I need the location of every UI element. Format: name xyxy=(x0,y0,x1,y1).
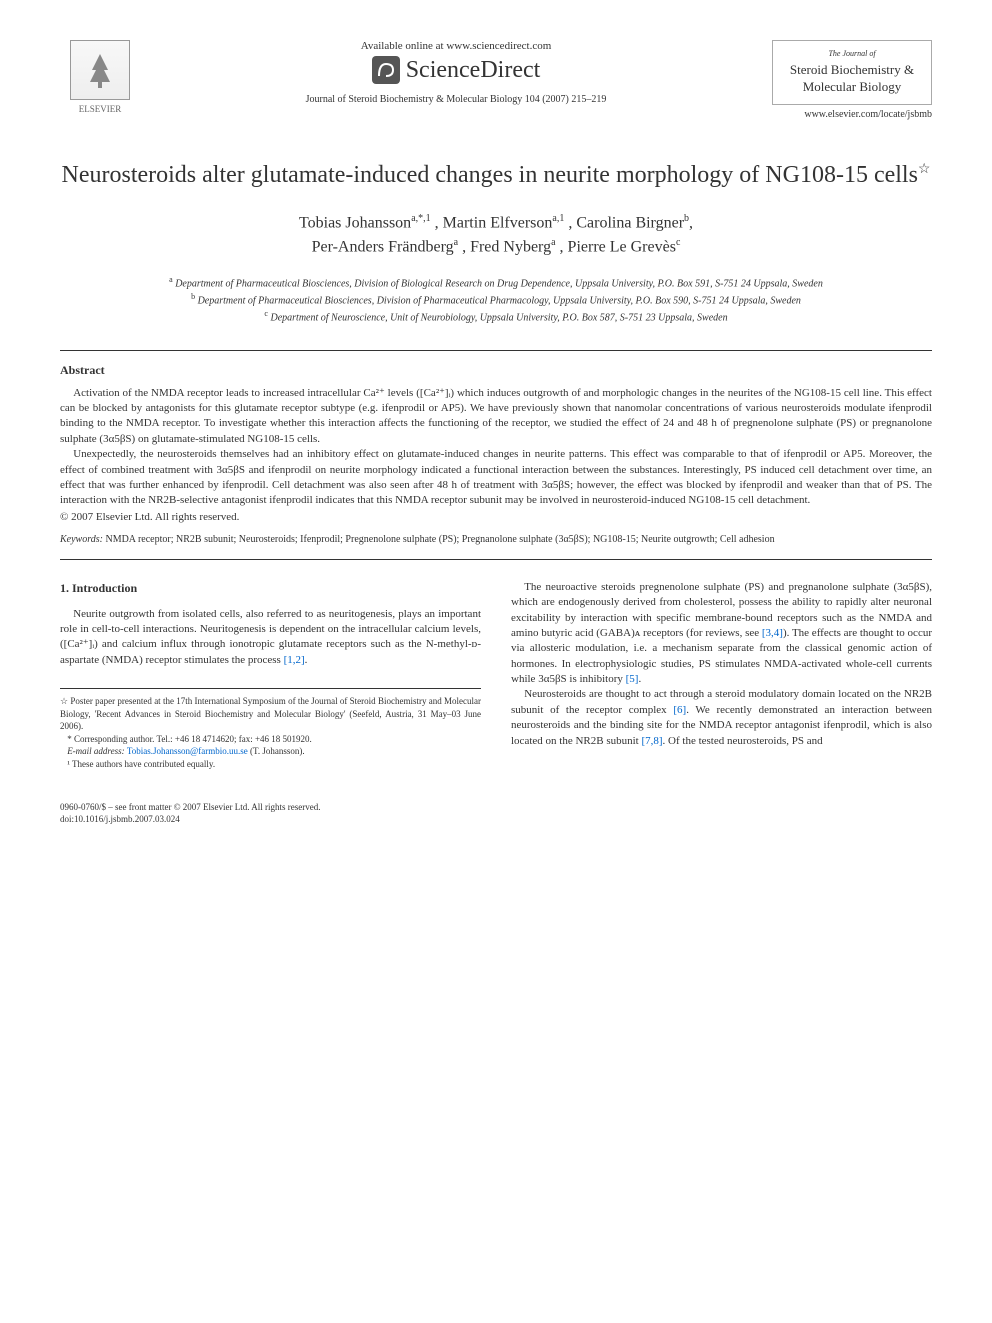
affil-b: Department of Pharmaceutical Biosciences… xyxy=(198,295,801,306)
footer-meta: 0960-0760/$ – see front matter © 2007 El… xyxy=(60,801,932,826)
journal-citation: Journal of Steroid Biochemistry & Molecu… xyxy=(160,94,752,105)
doi: doi:10.1016/j.jsbmb.2007.03.024 xyxy=(60,813,932,826)
page-header: ELSEVIER Available online at www.science… xyxy=(60,40,932,120)
author-list: Tobias Johanssona,*,1 , Martin Elfverson… xyxy=(60,211,932,260)
footnote-equal-contrib: ¹ These authors have contributed equally… xyxy=(60,758,481,771)
col1-p1: Neurite outgrowth from isolated cells, a… xyxy=(60,607,481,669)
footnote-corresponding: * Corresponding author. Tel.: +46 18 471… xyxy=(60,733,481,746)
col2-p2-end: . Of the tested neurosteroids, PS and xyxy=(663,735,823,747)
column-left: 1. Introduction Neurite outgrowth from i… xyxy=(60,580,481,771)
author-1: Tobias Johansson xyxy=(299,214,411,231)
col2-p1: The neuroactive steroids pregnenolone su… xyxy=(511,580,932,688)
article-title: Neurosteroids alter glutamate-induced ch… xyxy=(60,160,932,191)
title-text: Neurosteroids alter glutamate-induced ch… xyxy=(62,162,918,188)
available-online-text: Available online at www.sciencedirect.co… xyxy=(160,40,752,52)
journal-cover: The Journal of Steroid Biochemistry & Mo… xyxy=(772,40,932,105)
abstract-heading: Abstract xyxy=(60,363,932,378)
sciencedirect-icon xyxy=(372,56,400,84)
footnote-email: E-mail address: Tobias.Johansson@farmbio… xyxy=(60,745,481,758)
column-right: The neuroactive steroids pregnenolone su… xyxy=(511,580,932,771)
ref-link-5[interactable]: [5] xyxy=(626,673,639,685)
ref-link-7-8[interactable]: [7,8] xyxy=(641,735,662,747)
col1-p1-end: . xyxy=(305,654,308,666)
author-5-sup: a xyxy=(551,237,555,248)
abstract-p2: Unexpectedly, the neurosteroids themselv… xyxy=(60,447,932,509)
section-1-heading: 1. Introduction xyxy=(60,580,481,597)
publisher-logo: ELSEVIER xyxy=(60,40,140,114)
affil-a: Department of Pharmaceutical Biosciences… xyxy=(175,278,823,289)
keywords: Keywords: NMDA receptor; NR2B subunit; N… xyxy=(60,533,932,547)
author-4-sup: a xyxy=(454,237,458,248)
author-1-sup: a,*,1 xyxy=(411,213,430,224)
affil-c: Department of Neuroscience, Unit of Neur… xyxy=(270,313,727,324)
affiliations: a Department of Pharmaceutical Bioscienc… xyxy=(60,274,932,326)
ref-link-3-4[interactable]: [3,4] xyxy=(762,627,783,639)
footnotes: ☆ Poster paper presented at the 17th Int… xyxy=(60,688,481,771)
author-5: , Fred Nyberg xyxy=(462,239,551,256)
keywords-label: Keywords: xyxy=(60,534,103,545)
email-label: E-mail address: xyxy=(67,746,127,756)
col2-p1-end: . xyxy=(638,673,641,685)
author-6: , Pierre Le Grevès xyxy=(560,239,676,256)
email-link[interactable]: Tobias.Johansson@farmbio.uu.se xyxy=(127,746,248,756)
front-matter: 0960-0760/$ – see front matter © 2007 El… xyxy=(60,801,932,814)
abstract-p1: Activation of the NMDA receptor leads to… xyxy=(60,386,932,448)
sciencedirect-brand: ScienceDirect xyxy=(160,56,752,84)
body-columns: 1. Introduction Neurite outgrowth from i… xyxy=(60,580,932,771)
header-center: Available online at www.sciencedirect.co… xyxy=(140,40,772,105)
col1-p1-text: Neurite outgrowth from isolated cells, a… xyxy=(60,608,481,666)
keywords-text: NMDA receptor; NR2B subunit; Neurosteroi… xyxy=(103,534,775,545)
author-3-sup: b xyxy=(684,213,689,224)
elsevier-tree-icon xyxy=(70,40,130,100)
author-3: , Carolina Birgner xyxy=(568,214,684,231)
author-6-sup: c xyxy=(676,237,680,248)
elsevier-label: ELSEVIER xyxy=(60,104,140,114)
title-footnote-marker: ☆ xyxy=(918,162,931,177)
abstract-body: Activation of the NMDA receptor leads to… xyxy=(60,386,932,509)
col2-p2: Neurosteroids are thought to act through… xyxy=(511,687,932,749)
journal-url: www.elsevier.com/locate/jsbmb xyxy=(772,109,932,120)
author-2: , Martin Elfverson xyxy=(435,214,553,231)
sciencedirect-text: ScienceDirect xyxy=(406,57,541,84)
journal-cover-title: Steroid Biochemistry & Molecular Biology xyxy=(781,62,923,96)
journal-cover-top: The Journal of xyxy=(781,49,923,58)
ref-link-1-2[interactable]: [1,2] xyxy=(284,654,305,666)
email-suffix: (T. Johansson). xyxy=(248,746,305,756)
rule-below-keywords xyxy=(60,559,932,560)
journal-cover-block: The Journal of Steroid Biochemistry & Mo… xyxy=(772,40,932,120)
author-2-sup: a,1 xyxy=(552,213,564,224)
abstract-copyright: © 2007 Elsevier Ltd. All rights reserved… xyxy=(60,511,932,523)
ref-link-6[interactable]: [6] xyxy=(673,704,686,716)
footnote-star: ☆ Poster paper presented at the 17th Int… xyxy=(60,695,481,733)
rule-above-abstract xyxy=(60,350,932,351)
author-4: Per-Anders Frändberg xyxy=(312,239,454,256)
